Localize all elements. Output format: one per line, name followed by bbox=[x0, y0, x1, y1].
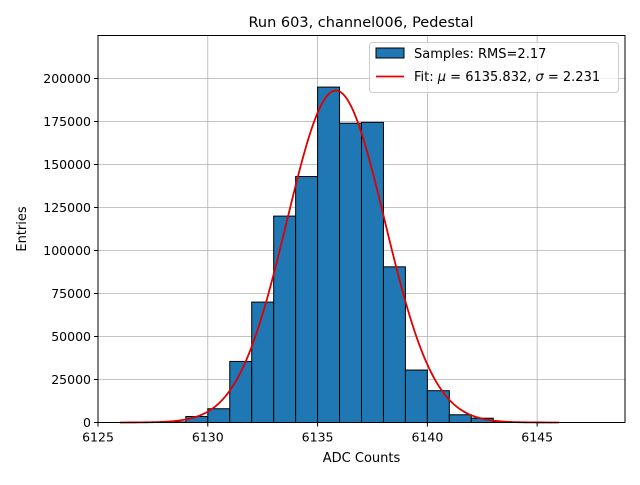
y-tick-label: 200000 bbox=[43, 71, 91, 86]
fit-curve-layer bbox=[119, 89, 560, 424]
x-tick-label: 6135 bbox=[302, 430, 334, 445]
legend-box bbox=[369, 42, 619, 93]
y-axis-ticks: 0 25000 50000 75000 100000 125000 150000 175000… bbox=[43, 71, 98, 430]
legend-fit-sigma-value: = 2.231 bbox=[544, 70, 600, 85]
fit-curve bbox=[119, 89, 560, 424]
y-tick-label: 125000 bbox=[43, 200, 91, 215]
legend-fit-sigma: σ bbox=[536, 70, 545, 85]
plot-frame bbox=[97, 35, 626, 423]
legend-fit-mu-value: = 6135.832, bbox=[446, 70, 535, 85]
y-tick-label: 0 bbox=[83, 415, 91, 430]
x-tick-label: 6140 bbox=[411, 430, 443, 445]
legend-fit-prefix: Fit: bbox=[414, 70, 438, 85]
y-axis-label: Entries bbox=[15, 206, 30, 252]
x-tick-label: 6145 bbox=[521, 430, 553, 445]
histogram-bar bbox=[251, 301, 275, 424]
histogram-bar bbox=[404, 369, 428, 424]
y-tick-label: 175000 bbox=[43, 114, 91, 129]
legend-histogram-swatch bbox=[375, 47, 405, 59]
histogram-bar bbox=[295, 176, 319, 423]
histogram-bar bbox=[448, 414, 472, 424]
histogram-bar bbox=[207, 408, 231, 423]
x-tick-label: 6130 bbox=[192, 430, 224, 445]
legend-fit-label: Fit: μ = 6135.832, σ = 2.231 bbox=[414, 70, 600, 85]
y-tick-label: 150000 bbox=[43, 157, 91, 172]
histogram-bar bbox=[339, 122, 362, 423]
histogram-bars bbox=[163, 86, 516, 424]
legend-histogram-label: Samples: RMS=2.17 bbox=[414, 47, 546, 62]
histogram-bar bbox=[361, 121, 384, 424]
chart-title: Run 603, channel006, Pedestal bbox=[248, 15, 473, 31]
legend-fit-mu: μ bbox=[437, 70, 446, 85]
legend: Samples: RMS=2.17 Fit: μ = 6135.832, σ =… bbox=[369, 42, 619, 93]
y-tick-label: 25000 bbox=[51, 372, 91, 387]
histogram-bar bbox=[317, 86, 341, 423]
histogram-bar bbox=[273, 215, 297, 423]
x-axis-label: ADC Counts bbox=[323, 451, 401, 466]
x-axis-ticks: 6125 6130 6135 6140 6145 bbox=[82, 422, 553, 445]
y-tick-label: 100000 bbox=[43, 243, 91, 258]
y-tick-label: 75000 bbox=[51, 286, 91, 301]
x-tick-label: 6125 bbox=[82, 430, 114, 445]
y-tick-label: 50000 bbox=[51, 329, 91, 344]
